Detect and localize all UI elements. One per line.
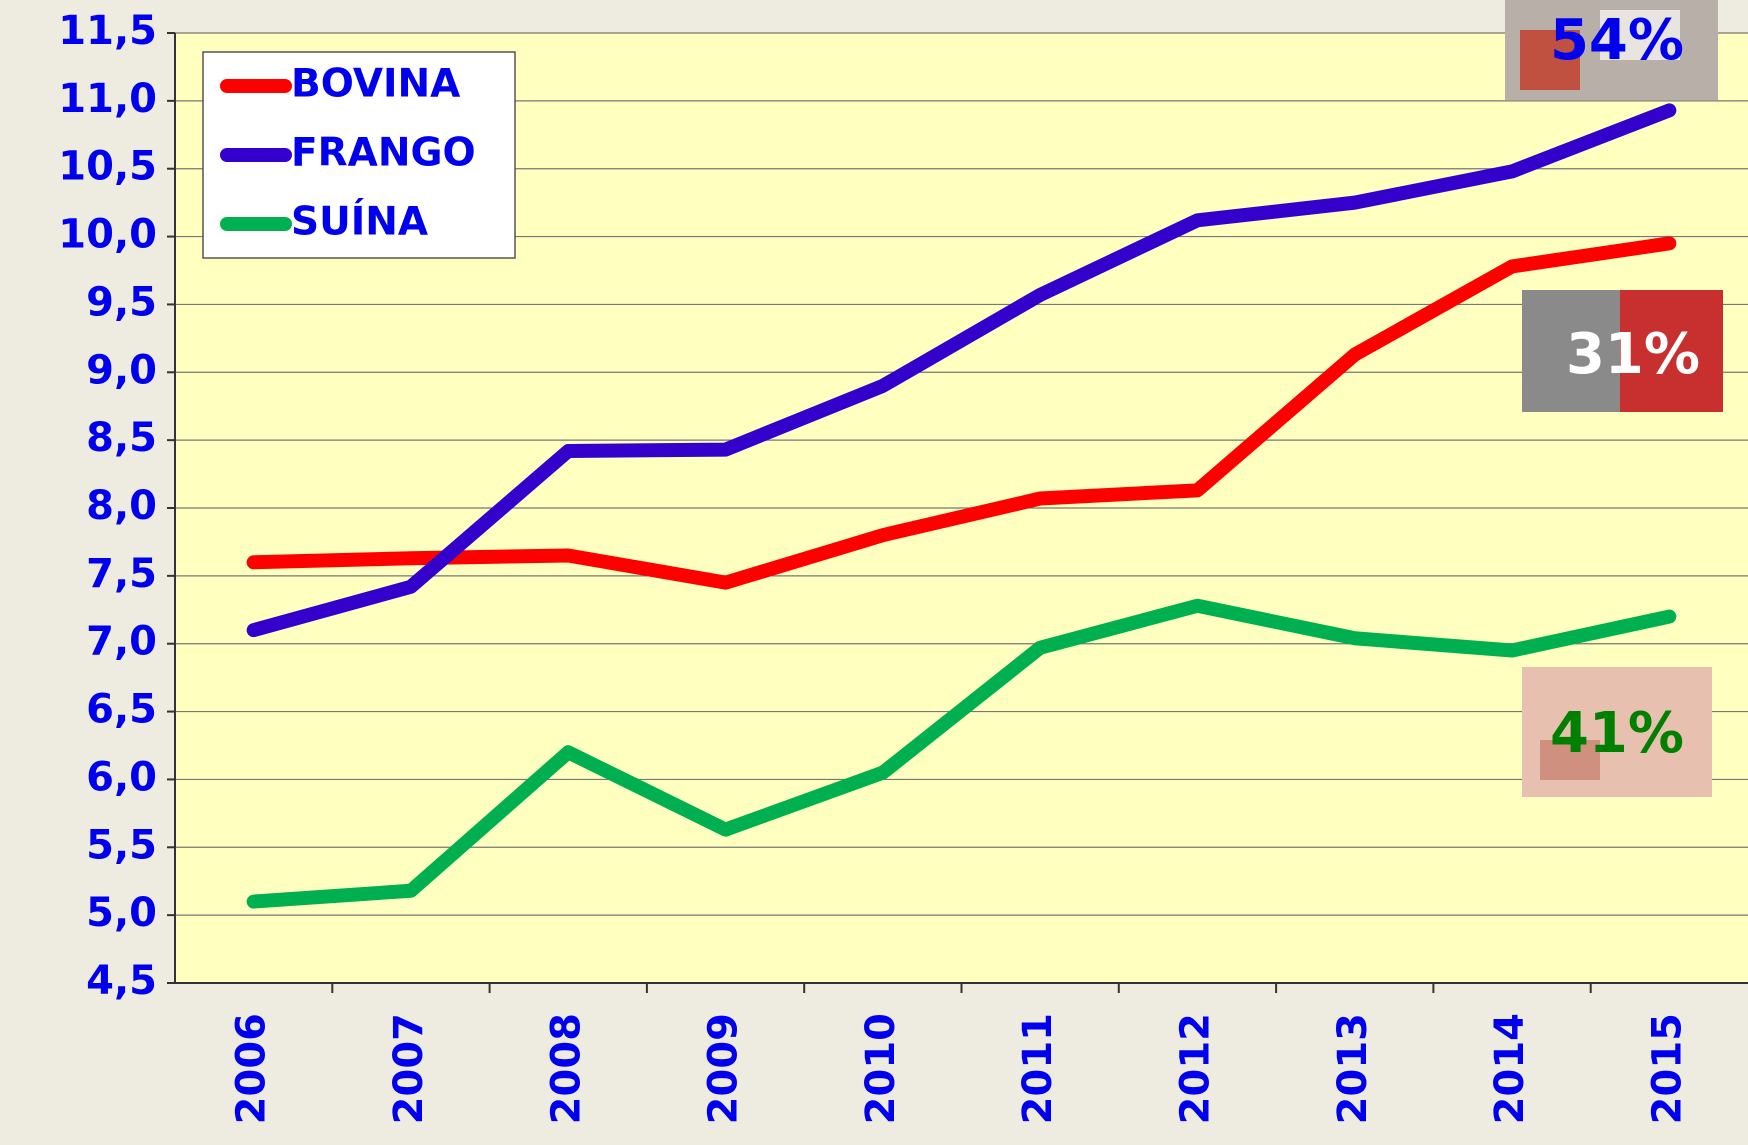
legend-label: BOVINA: [291, 62, 460, 107]
series-line: [246, 103, 1677, 638]
annotation: 31%: [1566, 322, 1700, 387]
x-tick-label: 2007: [386, 1013, 432, 1124]
photo-chicken: [1505, 0, 1718, 100]
x-tick-label: 2013: [1330, 1013, 1376, 1124]
lines: [246, 103, 1677, 909]
series-line: [246, 236, 1677, 590]
annotation: 54%: [1550, 8, 1684, 73]
y-tick-label: 11,0: [58, 76, 157, 122]
y-tick-label: 8,0: [86, 483, 157, 529]
series-line: [246, 598, 1677, 909]
grid: [175, 32, 1748, 984]
x-tick-label: 2009: [701, 1013, 747, 1124]
annotation: 41%: [1550, 701, 1684, 766]
x-tick-label: 2006: [229, 1013, 275, 1124]
x-tick-label: 2008: [543, 1013, 589, 1124]
y-tick-label: 10,5: [58, 144, 157, 190]
y-tick-label: 5,0: [86, 890, 157, 936]
x-tick-label: 2011: [1015, 1013, 1061, 1124]
y-tick-label: 7,0: [86, 619, 157, 665]
y-tick-label: 10,0: [58, 212, 157, 258]
photo-pigs: [1522, 667, 1712, 797]
legend-label: FRANGO: [291, 131, 476, 176]
y-tick-label: 11,5: [58, 8, 157, 54]
legend-label: SUÍNA: [291, 198, 428, 245]
x-tick-label: 2010: [858, 1013, 904, 1124]
y-tick-label: 5,5: [86, 822, 157, 868]
y-tick-label: 7,5: [86, 551, 157, 597]
y-tick-label: 4,5: [86, 958, 157, 1004]
y-tick-label: 9,0: [86, 347, 157, 393]
x-tick-label: 2015: [1644, 1013, 1690, 1124]
y-tick-label: 9,5: [86, 279, 157, 325]
x-tick-label: 2014: [1487, 1013, 1533, 1124]
photo-cattle: [1522, 290, 1723, 412]
y-tick-label: 6,0: [86, 754, 157, 800]
y-tick-label: 6,5: [86, 687, 157, 733]
x-tick-label: 2012: [1172, 1013, 1218, 1124]
y-tick-label: 8,5: [86, 415, 157, 461]
